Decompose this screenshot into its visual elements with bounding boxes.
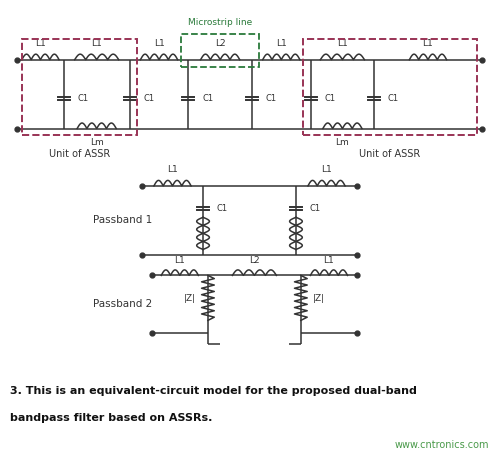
Text: L1: L1 (167, 165, 178, 174)
Text: C1: C1 (265, 94, 277, 103)
Text: L1: L1 (91, 39, 102, 48)
Text: bandpass filter based on ASSRs.: bandpass filter based on ASSRs. (10, 413, 213, 423)
Text: L1: L1 (175, 256, 185, 265)
Text: C1: C1 (310, 204, 321, 213)
Text: L1: L1 (276, 39, 286, 48)
Text: Passband 2: Passband 2 (93, 299, 152, 309)
Text: C1: C1 (143, 94, 155, 103)
Bar (22, 39, 137, 135)
Text: Lm: Lm (90, 138, 104, 147)
Text: Unit of ASSR: Unit of ASSR (359, 149, 421, 159)
Text: 3. This is an equivalent-circuit model for the proposed dual-band: 3. This is an equivalent-circuit model f… (10, 386, 417, 396)
Text: L1: L1 (35, 39, 46, 48)
Text: L1: L1 (323, 256, 334, 265)
Text: C1: C1 (77, 94, 88, 103)
Text: www.cntronics.com: www.cntronics.com (395, 440, 489, 450)
Text: C1: C1 (388, 94, 399, 103)
Bar (181, 34, 259, 67)
Text: Lm: Lm (335, 138, 349, 147)
Text: L1: L1 (337, 39, 348, 48)
Text: L2: L2 (215, 39, 226, 48)
Text: C1: C1 (324, 94, 335, 103)
Text: L1: L1 (423, 39, 433, 48)
Text: C1: C1 (217, 204, 228, 213)
Text: Unit of ASSR: Unit of ASSR (49, 149, 110, 159)
Text: L1: L1 (154, 39, 164, 48)
Text: L1: L1 (321, 165, 332, 174)
Text: Passband 1: Passband 1 (93, 215, 152, 225)
Text: L2: L2 (249, 256, 259, 265)
Text: Microstrip line: Microstrip line (188, 18, 252, 28)
Text: C1: C1 (202, 94, 213, 103)
Text: |Z|: |Z| (313, 294, 325, 303)
Bar (303, 39, 477, 135)
Text: |Z|: |Z| (184, 294, 196, 303)
